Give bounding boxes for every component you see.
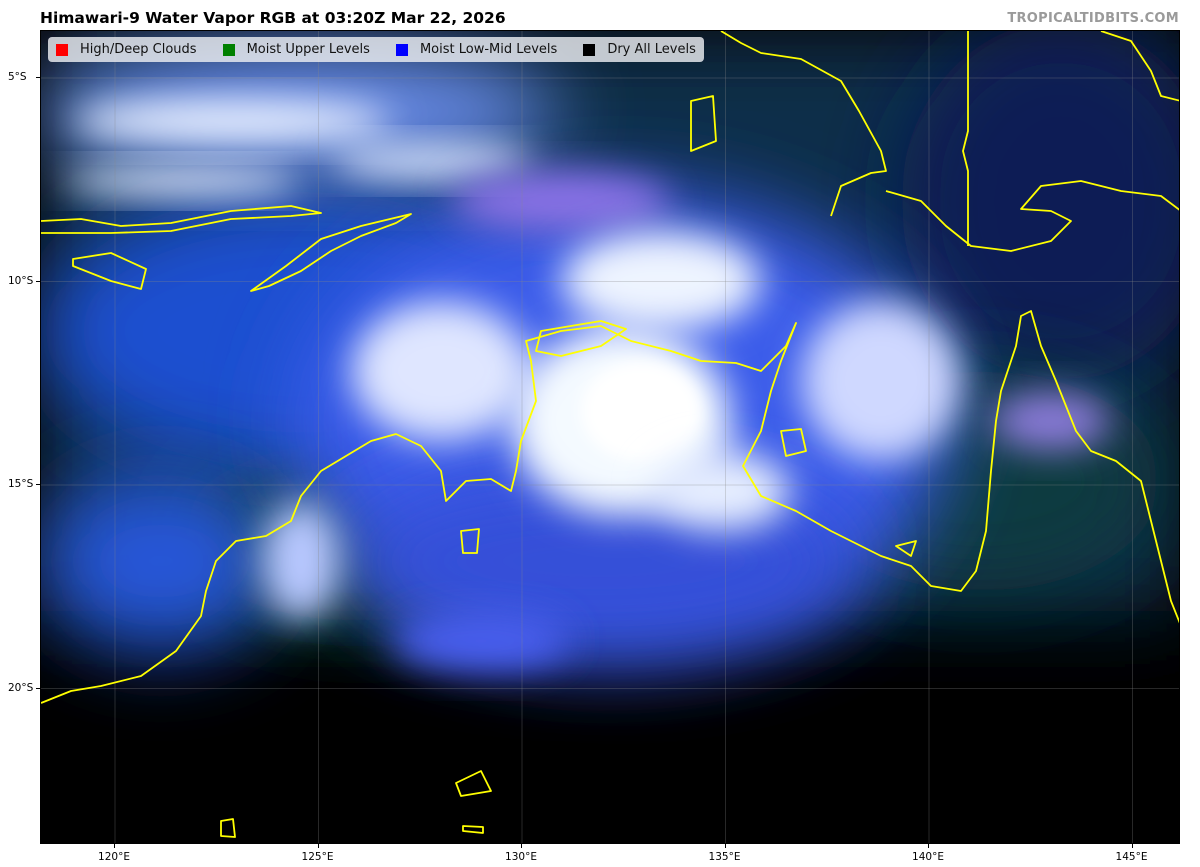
lon-tick-label: 125°E: [301, 851, 334, 863]
lon-tick-label: 135°E: [708, 851, 741, 863]
lon-tick-mark: [317, 844, 319, 848]
lon-tick-mark: [928, 844, 929, 848]
lat-lon-grid: [41, 31, 1179, 843]
australia-coastline: [41, 310, 1179, 704]
map-title: Himawari-9 Water Vapor RGB at 03:20Z Mar…: [40, 9, 506, 27]
legend-swatch: [395, 43, 408, 56]
water-vapor-imagery: [41, 31, 1179, 843]
lon-tick-mark: [1131, 844, 1133, 848]
sumba-coastline: [72, 252, 147, 290]
legend-item-moist-upper: Moist Upper Levels: [222, 42, 370, 57]
credit-watermark: TROPICALTIDBITS.COM: [1007, 11, 1179, 26]
lon-tick-label: 130°E: [505, 851, 537, 863]
legend-label: Moist Upper Levels: [246, 42, 370, 57]
lat-tick-mark: [36, 484, 40, 485]
legend-label: Dry All Levels: [607, 42, 696, 57]
lon-tick-mark: [114, 844, 115, 848]
lat-tick-mark: [36, 280, 40, 282]
lat-tick-label: 15°S: [8, 478, 34, 490]
legend-swatch: [222, 43, 235, 56]
lat-tick-mark: [36, 77, 40, 78]
border-line: [962, 31, 969, 246]
lat-tick-label: 5°S: [8, 71, 27, 83]
groote-coastline: [780, 428, 807, 457]
legend-swatch: [583, 43, 596, 56]
lon-tick-label: 140°E: [912, 851, 944, 863]
lat-tick-mark: [36, 687, 40, 689]
legend-swatch: [56, 43, 68, 56]
lon-tick-label: 120°E: [98, 851, 130, 863]
timor-coastline: [250, 213, 412, 292]
legend-item-high-deep-clouds: High/Deep Clouds: [56, 42, 197, 57]
coastlines: [41, 31, 1179, 838]
flores-coastline: [41, 205, 322, 234]
satellite-map: [40, 30, 1180, 844]
legend-label: High/Deep Clouds: [80, 42, 197, 57]
melville-coastline: [535, 320, 627, 357]
lat-tick-label: 20°S: [8, 681, 34, 694]
legend-item-dry: Dry All Levels: [583, 42, 696, 57]
lat-tick-label: 10°S: [8, 274, 34, 287]
legend-item-moist-low-mid: Moist Low-Mid Levels: [395, 42, 558, 57]
moisture-field: [41, 31, 1179, 671]
island-coastline: [220, 95, 917, 838]
new-guinea-coastline: [720, 31, 1179, 252]
lon-tick-mark: [724, 844, 726, 848]
lon-tick-mark: [521, 844, 522, 848]
legend-label: Moist Low-Mid Levels: [419, 42, 558, 57]
legend: High/Deep Clouds Moist Upper Levels Mois…: [48, 37, 704, 62]
lon-tick-label: 145°E: [1115, 851, 1148, 863]
